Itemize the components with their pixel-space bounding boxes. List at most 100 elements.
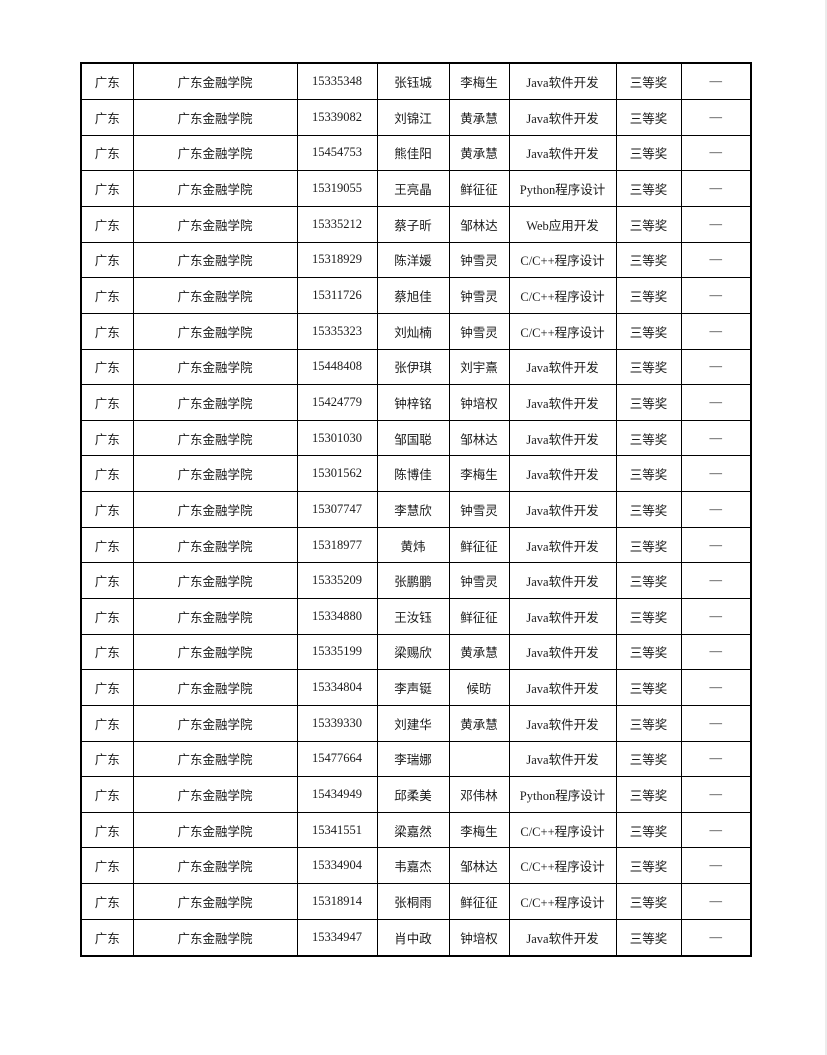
student-name-cell: 王亮晶 <box>376 170 450 207</box>
note-cell: — <box>680 384 752 421</box>
note-cell: — <box>680 883 752 920</box>
award-cell: 三等奖 <box>615 598 682 635</box>
note-cell: — <box>680 526 752 564</box>
award-cell: 三等奖 <box>615 491 682 528</box>
table-row: 广东 广东金融学院 15434949 邱柔美 邓伟林 Python程序设计 三等奖 — <box>80 776 752 813</box>
school-cell: 广东金融学院 <box>132 241 298 279</box>
note-cell: — <box>680 455 752 493</box>
teacher-name-cell: 钟雪灵 <box>448 491 510 528</box>
student-name-cell: 张钰城 <box>376 62 450 101</box>
school-cell: 广东金融学院 <box>132 633 298 671</box>
category-cell: C/C++程序设计 <box>508 277 617 314</box>
student-id-cell: 15301562 <box>296 455 378 493</box>
category-cell: C/C++程序设计 <box>508 811 617 849</box>
award-cell: 三等奖 <box>615 205 682 243</box>
table-row: 广东 广东金融学院 15301030 邹国聪 邹林达 Java软件开发 三等奖 — <box>80 419 752 457</box>
province-cell: 广东 <box>80 384 134 421</box>
table-row: 广东 广东金融学院 15424779 钟梓铭 钟培权 Java软件开发 三等奖 — <box>80 384 752 421</box>
school-cell: 广东金融学院 <box>132 277 298 314</box>
province-cell: 广东 <box>80 847 134 885</box>
student-id-cell: 15318929 <box>296 241 378 279</box>
note-cell: — <box>680 491 752 528</box>
student-name-cell: 邹国聪 <box>376 419 450 457</box>
school-cell: 广东金融学院 <box>132 205 298 243</box>
category-cell: Java软件开发 <box>508 633 617 671</box>
student-name-cell: 蔡子昕 <box>376 205 450 243</box>
school-cell: 广东金融学院 <box>132 669 298 706</box>
province-cell: 广东 <box>80 598 134 635</box>
table-row: 广东 广东金融学院 15335323 刘灿楠 钟雪灵 C/C++程序设计 三等奖 — <box>80 312 752 350</box>
province-cell: 广东 <box>80 241 134 279</box>
teacher-name-cell: 李梅生 <box>448 62 510 101</box>
province-cell: 广东 <box>80 562 134 599</box>
province-cell: 广东 <box>80 669 134 706</box>
category-cell: Java软件开发 <box>508 348 617 386</box>
award-cell: 三等奖 <box>615 62 682 101</box>
category-cell: Python程序设计 <box>508 776 617 813</box>
teacher-name-cell: 黄承慧 <box>448 633 510 671</box>
teacher-name-cell: 候昉 <box>448 669 510 706</box>
award-cell: 三等奖 <box>615 277 682 314</box>
student-name-cell: 梁嘉然 <box>376 811 450 849</box>
student-name-cell: 刘锦江 <box>376 99 450 136</box>
note-cell: — <box>680 205 752 243</box>
province-cell: 广东 <box>80 633 134 671</box>
teacher-name-cell: 钟雪灵 <box>448 277 510 314</box>
table-row: 广东 广东金融学院 15301562 陈博佳 李梅生 Java软件开发 三等奖 — <box>80 455 752 493</box>
student-name-cell: 黄炜 <box>376 526 450 564</box>
student-id-cell: 15318977 <box>296 526 378 564</box>
student-name-cell: 梁赐欣 <box>376 633 450 671</box>
school-cell: 广东金融学院 <box>132 170 298 207</box>
table-row: 广东 广东金融学院 15477664 李瑞娜 Java软件开发 三等奖 — <box>80 740 752 778</box>
student-name-cell: 李慧欣 <box>376 491 450 528</box>
school-cell: 广东金融学院 <box>132 312 298 350</box>
category-cell: Java软件开发 <box>508 62 617 101</box>
award-cell: 三等奖 <box>615 918 682 957</box>
school-cell: 广东金融学院 <box>132 776 298 813</box>
student-id-cell: 15334904 <box>296 847 378 885</box>
note-cell: — <box>680 704 752 742</box>
award-cell: 三等奖 <box>615 99 682 136</box>
table-row: 广东 广东金融学院 15318914 张桐雨 鲜征征 C/C++程序设计 三等奖 — <box>80 883 752 920</box>
table-row: 广东 广东金融学院 15334804 李声铤 候昉 Java软件开发 三等奖 — <box>80 669 752 706</box>
school-cell: 广东金融学院 <box>132 740 298 778</box>
note-cell: — <box>680 669 752 706</box>
student-name-cell: 李瑞娜 <box>376 740 450 778</box>
table-row: 广东 广东金融学院 15339330 刘建华 黄承慧 Java软件开发 三等奖 — <box>80 704 752 742</box>
note-cell: — <box>680 99 752 136</box>
table-row: 广东 广东金融学院 15335209 张鹏鹏 钟雪灵 Java软件开发 三等奖 — <box>80 562 752 599</box>
student-id-cell: 15335323 <box>296 312 378 350</box>
province-cell: 广东 <box>80 312 134 350</box>
category-cell: Java软件开发 <box>508 419 617 457</box>
student-id-cell: 15335212 <box>296 205 378 243</box>
student-id-cell: 15424779 <box>296 384 378 421</box>
teacher-name-cell: 钟雪灵 <box>448 562 510 599</box>
student-id-cell: 15319055 <box>296 170 378 207</box>
note-cell: — <box>680 277 752 314</box>
category-cell: Java软件开发 <box>508 526 617 564</box>
table-row: 广东 广东金融学院 15335348 张钰城 李梅生 Java软件开发 三等奖 — <box>80 62 752 101</box>
student-id-cell: 15341551 <box>296 811 378 849</box>
award-cell: 三等奖 <box>615 348 682 386</box>
category-cell: Java软件开发 <box>508 740 617 778</box>
province-cell: 广东 <box>80 62 134 101</box>
student-name-cell: 钟梓铭 <box>376 384 450 421</box>
teacher-name-cell: 鲜征征 <box>448 598 510 635</box>
school-cell: 广东金融学院 <box>132 455 298 493</box>
award-cell: 三等奖 <box>615 455 682 493</box>
school-cell: 广东金融学院 <box>132 811 298 849</box>
table-row: 广东 广东金融学院 15334904 韦嘉杰 邹林达 C/C++程序设计 三等奖 — <box>80 847 752 885</box>
teacher-name-cell: 鲜征征 <box>448 170 510 207</box>
student-id-cell: 15318914 <box>296 883 378 920</box>
table-row: 广东 广东金融学院 15334880 王汝钰 鲜征征 Java软件开发 三等奖 — <box>80 598 752 635</box>
table-row: 广东 广东金融学院 15454753 熊佳阳 黄承慧 Java软件开发 三等奖 — <box>80 134 752 172</box>
teacher-name-cell: 黄承慧 <box>448 99 510 136</box>
note-cell: — <box>680 62 752 101</box>
award-cell: 三等奖 <box>615 704 682 742</box>
student-id-cell: 15454753 <box>296 134 378 172</box>
table-row: 广东 广东金融学院 15341551 梁嘉然 李梅生 C/C++程序设计 三等奖 — <box>80 811 752 849</box>
category-cell: Java软件开发 <box>508 384 617 421</box>
award-cell: 三等奖 <box>615 384 682 421</box>
province-cell: 广东 <box>80 348 134 386</box>
